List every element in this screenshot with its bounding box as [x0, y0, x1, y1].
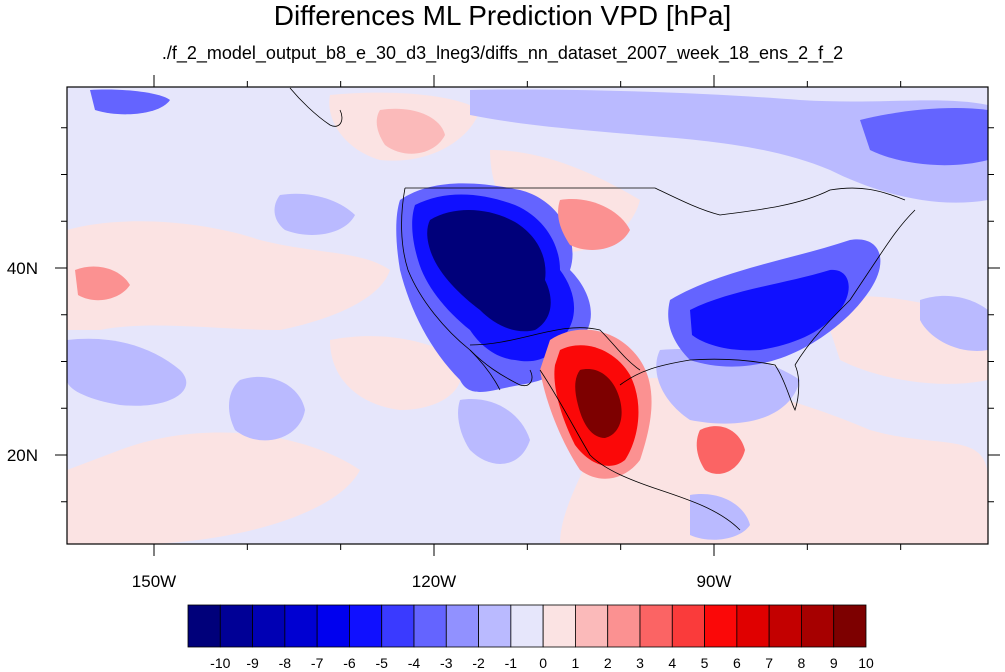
field-light-blue	[67, 89, 988, 540]
colorbar-swatch	[187, 604, 221, 648]
colorbar-label: -6	[343, 655, 356, 671]
gulf-coast	[619, 358, 800, 412]
colorbar-label: 0	[539, 655, 547, 671]
baja-peninsula	[469, 349, 533, 387]
colorbar-label: 9	[830, 655, 838, 671]
colorbar-swatch	[381, 604, 415, 648]
colorbar-label: -2	[472, 655, 485, 671]
colorbar-label: -1	[505, 655, 518, 671]
colorbar-label: 8	[798, 655, 806, 671]
colorbar-swatch	[833, 604, 867, 648]
colorbar-swatch	[510, 604, 544, 648]
colorbar-label: -7	[311, 655, 324, 671]
colorbar-swatch	[639, 604, 673, 648]
us-mexico-border	[469, 327, 641, 371]
field-light-pink	[67, 92, 988, 544]
colorbar-label: -10	[210, 655, 230, 671]
lon-tick-label: 150W	[132, 572, 176, 591]
west-coast	[401, 187, 501, 391]
us-canada-border	[405, 187, 906, 216]
colorbar-label: 7	[765, 655, 773, 671]
colorbar-swatch	[478, 604, 512, 648]
colorbar-label: 10	[858, 655, 874, 671]
coastlines	[289, 87, 916, 531]
colorbar-swatch	[704, 604, 738, 648]
colorbar-label: 3	[636, 655, 644, 671]
colorbar-swatch	[542, 604, 576, 648]
field-plot	[67, 87, 988, 544]
colorbar-swatch	[252, 604, 286, 648]
colorbar-swatch	[575, 604, 609, 648]
colorbar-label: 4	[668, 655, 676, 671]
map-subtitle: ./f_2_model_output_b8_e_30_d3_lneg3/diff…	[161, 43, 844, 63]
colorbar: -10 -9 -8 -7 -6 -5 -4 -3 -2 -1 0 1 2 3 4 5 6 7 8 9 10	[187, 604, 874, 671]
colorbar-label: -3	[440, 655, 453, 671]
colorbar-swatch	[284, 604, 318, 648]
lon-tick-label: 90W	[697, 572, 732, 591]
axis-ticks: 150W 120W 90W 40N 20N	[7, 75, 1000, 591]
colorbar-label: 1	[572, 655, 580, 671]
mexico-coast	[539, 369, 741, 531]
colorbar-swatch	[349, 604, 383, 648]
colorbar-label: 6	[733, 655, 741, 671]
colorbar-swatch	[445, 604, 479, 648]
map-title: Differences ML Prediction VPD [hPa]	[273, 0, 732, 31]
colorbar-label: -4	[408, 655, 421, 671]
colorbar-swatch	[736, 604, 770, 648]
colorbar-label: -8	[279, 655, 292, 671]
lat-tick-label: 20N	[7, 446, 38, 465]
colorbar-label: 2	[604, 655, 612, 671]
alaska-coast	[289, 87, 343, 127]
colorbar-label: 5	[701, 655, 709, 671]
lon-tick-label: 120W	[412, 572, 456, 591]
field-dark-blue	[427, 210, 551, 332]
colorbar-swatch	[671, 604, 705, 648]
colorbar-swatch	[316, 604, 350, 648]
lat-tick-label: 40N	[7, 259, 38, 278]
colorbar-label: -5	[375, 655, 388, 671]
colorbar-swatch	[801, 604, 835, 648]
colorbar-swatch	[607, 604, 641, 648]
field-red	[75, 108, 745, 479]
colorbar-label: -9	[246, 655, 259, 671]
colorbar-swatch	[413, 604, 447, 648]
east-coast	[794, 209, 916, 366]
colorbar-swatch	[768, 604, 802, 648]
colorbar-swatch	[219, 604, 253, 648]
